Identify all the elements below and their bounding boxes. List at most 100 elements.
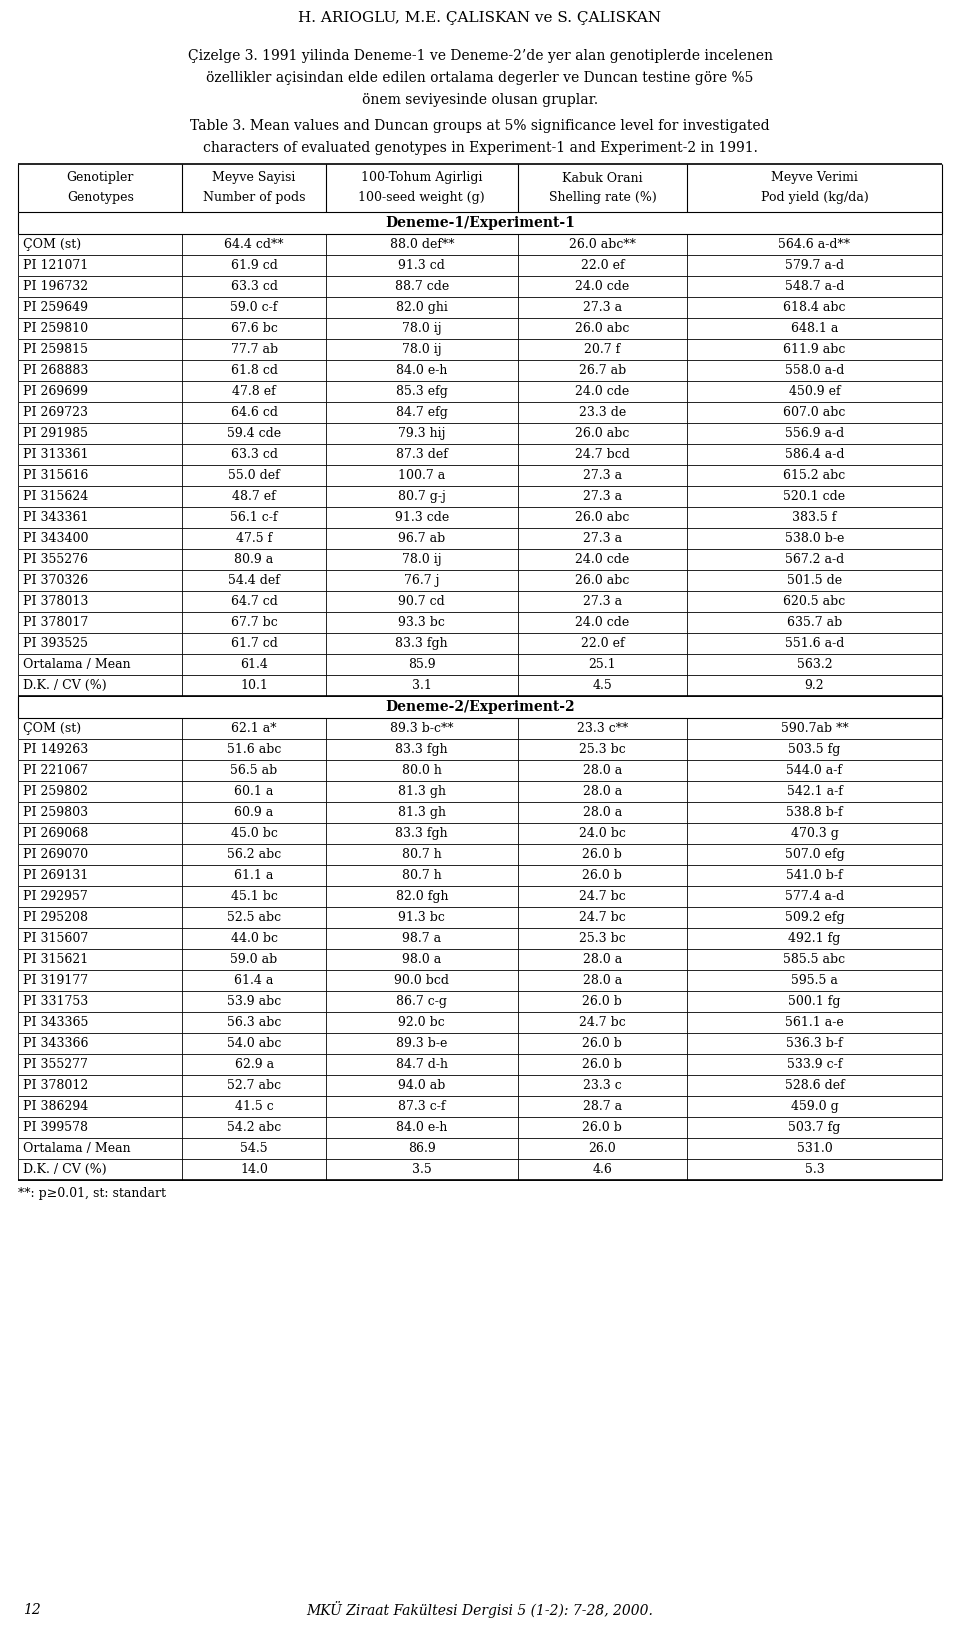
- Text: 56.1 c-f: 56.1 c-f: [230, 511, 277, 524]
- Text: 61.9 cd: 61.9 cd: [230, 259, 277, 272]
- Text: 26.0 b: 26.0 b: [583, 994, 622, 1007]
- Text: **: p≥0.01, st: standart: **: p≥0.01, st: standart: [18, 1188, 166, 1201]
- Text: PI 378017: PI 378017: [23, 616, 88, 629]
- Text: D.K. / CV (%): D.K. / CV (%): [23, 680, 107, 691]
- Text: 26.0 b: 26.0 b: [583, 848, 622, 862]
- Text: 24.7 bc: 24.7 bc: [579, 889, 626, 903]
- Text: 542.1 a-f: 542.1 a-f: [786, 785, 843, 798]
- Text: Shelling rate (%): Shelling rate (%): [548, 190, 657, 203]
- Text: 27.3 a: 27.3 a: [583, 490, 622, 503]
- Text: önem seviyesinde olusan gruplar.: önem seviyesinde olusan gruplar.: [362, 93, 598, 106]
- Text: 88.7 cde: 88.7 cde: [395, 280, 449, 293]
- Text: 90.0 bcd: 90.0 bcd: [395, 975, 449, 988]
- Text: 100-Tohum Agirligi: 100-Tohum Agirligi: [361, 172, 483, 185]
- Text: 56.5 ab: 56.5 ab: [230, 763, 277, 776]
- Text: 80.0 h: 80.0 h: [402, 763, 442, 776]
- Text: Number of pods: Number of pods: [203, 190, 305, 203]
- Text: PI 343366: PI 343366: [23, 1037, 88, 1050]
- Text: 500.1 fg: 500.1 fg: [788, 994, 841, 1007]
- Text: 27.3 a: 27.3 a: [583, 301, 622, 314]
- Text: 67.6 bc: 67.6 bc: [230, 323, 277, 336]
- Text: 51.6 abc: 51.6 abc: [227, 744, 281, 757]
- Text: 590.7ab **: 590.7ab **: [780, 722, 849, 735]
- Text: 56.3 abc: 56.3 abc: [227, 1016, 281, 1029]
- Text: 77.7 ab: 77.7 ab: [230, 342, 277, 355]
- Text: PI 291985: PI 291985: [23, 428, 88, 441]
- Text: 88.0 def**: 88.0 def**: [390, 238, 454, 251]
- Text: 538.0 b-e: 538.0 b-e: [785, 532, 844, 545]
- Text: MKÜ Ziraat Fakültesi Dergisi 5 (1-2): 7-28, 2000.: MKÜ Ziraat Fakültesi Dergisi 5 (1-2): 7-…: [306, 1602, 654, 1618]
- Text: Meyve Verimi: Meyve Verimi: [771, 172, 858, 185]
- Text: 538.8 b-f: 538.8 b-f: [786, 806, 843, 819]
- Text: 84.7 efg: 84.7 efg: [396, 406, 447, 419]
- Text: PI 221067: PI 221067: [23, 763, 88, 776]
- Text: Deneme-2/Experiment-2: Deneme-2/Experiment-2: [385, 699, 575, 714]
- Text: 4.6: 4.6: [592, 1163, 612, 1176]
- Text: 503.5 fg: 503.5 fg: [788, 744, 841, 757]
- Text: PI 313361: PI 313361: [23, 449, 88, 460]
- Text: 544.0 a-f: 544.0 a-f: [786, 763, 843, 776]
- Text: 25.1: 25.1: [588, 658, 616, 672]
- Text: 585.5 abc: 585.5 abc: [783, 953, 846, 966]
- Text: 586.4 a-d: 586.4 a-d: [784, 449, 844, 460]
- Text: 26.0 abc: 26.0 abc: [575, 428, 630, 441]
- Text: özellikler açisindan elde edilen ortalama degerler ve Duncan testine göre %5: özellikler açisindan elde edilen ortalam…: [206, 70, 754, 85]
- Text: PI 343365: PI 343365: [23, 1016, 88, 1029]
- Text: 24.0 cde: 24.0 cde: [575, 280, 630, 293]
- Text: 44.0 bc: 44.0 bc: [230, 932, 277, 945]
- Text: 91.3 cde: 91.3 cde: [395, 511, 449, 524]
- Text: 20.7 f: 20.7 f: [585, 342, 620, 355]
- Text: 10.1: 10.1: [240, 680, 268, 691]
- Text: 61.8 cd: 61.8 cd: [230, 364, 277, 377]
- Text: 84.0 e-h: 84.0 e-h: [396, 364, 447, 377]
- Text: 28.0 a: 28.0 a: [583, 763, 622, 776]
- Text: 12: 12: [23, 1604, 40, 1617]
- Text: 470.3 g: 470.3 g: [790, 827, 838, 840]
- Text: 620.5 abc: 620.5 abc: [783, 595, 846, 608]
- Text: PI 343361: PI 343361: [23, 511, 88, 524]
- Text: 61.7 cd: 61.7 cd: [230, 637, 277, 650]
- Text: 59.0 c-f: 59.0 c-f: [230, 301, 277, 314]
- Text: 23.3 c: 23.3 c: [583, 1079, 622, 1093]
- Text: 54.4 def: 54.4 def: [228, 573, 280, 586]
- Text: 28.0 a: 28.0 a: [583, 806, 622, 819]
- Text: PI 319177: PI 319177: [23, 975, 88, 988]
- Text: PI 259803: PI 259803: [23, 806, 88, 819]
- Text: 26.0: 26.0: [588, 1142, 616, 1155]
- Text: 611.9 abc: 611.9 abc: [783, 342, 846, 355]
- Text: PI 295208: PI 295208: [23, 911, 88, 924]
- Text: 26.0 abc: 26.0 abc: [575, 511, 630, 524]
- Text: PI 268883: PI 268883: [23, 364, 88, 377]
- Text: PI 355276: PI 355276: [23, 554, 88, 567]
- Text: 548.7 a-d: 548.7 a-d: [785, 280, 844, 293]
- Text: 28.0 a: 28.0 a: [583, 953, 622, 966]
- Text: 83.3 fgh: 83.3 fgh: [396, 637, 448, 650]
- Text: Genotypes: Genotypes: [67, 190, 133, 203]
- Text: 27.3 a: 27.3 a: [583, 532, 622, 545]
- Text: Deneme-1/Experiment-1: Deneme-1/Experiment-1: [385, 216, 575, 229]
- Text: 24.0 cde: 24.0 cde: [575, 385, 630, 398]
- Text: Meyve Sayisi: Meyve Sayisi: [212, 172, 296, 185]
- Text: 22.0 ef: 22.0 ef: [581, 637, 624, 650]
- Text: 55.0 def: 55.0 def: [228, 468, 280, 482]
- Text: 26.0 b: 26.0 b: [583, 1037, 622, 1050]
- Text: PI 269131: PI 269131: [23, 870, 88, 881]
- Text: 84.7 d-h: 84.7 d-h: [396, 1058, 447, 1071]
- Text: 450.9 ef: 450.9 ef: [789, 385, 840, 398]
- Text: 78.0 ij: 78.0 ij: [402, 323, 442, 336]
- Text: 26.7 ab: 26.7 ab: [579, 364, 626, 377]
- Text: 78.0 ij: 78.0 ij: [402, 342, 442, 355]
- Text: 551.6 a-d: 551.6 a-d: [785, 637, 844, 650]
- Text: 81.3 gh: 81.3 gh: [397, 806, 445, 819]
- Text: 83.3 fgh: 83.3 fgh: [396, 827, 448, 840]
- Text: 383.5 f: 383.5 f: [792, 511, 837, 524]
- Text: 27.3 a: 27.3 a: [583, 468, 622, 482]
- Text: 28.0 a: 28.0 a: [583, 785, 622, 798]
- Text: 27.3 a: 27.3 a: [583, 595, 622, 608]
- Text: 635.7 ab: 635.7 ab: [787, 616, 842, 629]
- Text: 64.7 cd: 64.7 cd: [230, 595, 277, 608]
- Text: Genotipler: Genotipler: [66, 172, 134, 185]
- Text: 24.0 cde: 24.0 cde: [575, 616, 630, 629]
- Text: 98.7 a: 98.7 a: [402, 932, 442, 945]
- Text: 64.4 cd**: 64.4 cd**: [225, 238, 284, 251]
